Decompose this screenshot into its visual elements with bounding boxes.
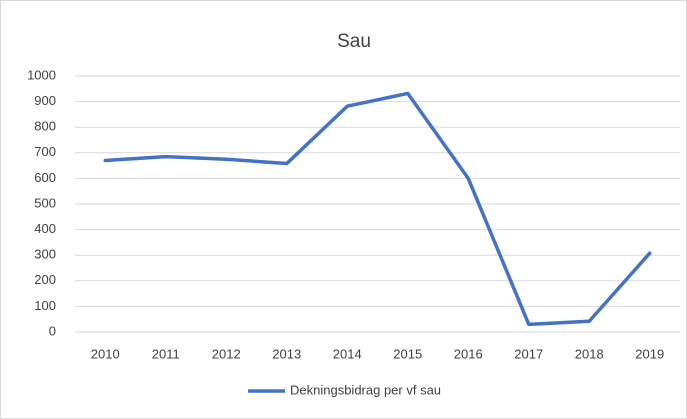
x-tick-label: 2013	[272, 346, 301, 361]
x-tick-label: 2015	[393, 346, 422, 361]
x-tick-label: 2011	[152, 346, 180, 361]
x-tick-label: 2018	[575, 346, 604, 361]
y-tick-label: 300	[34, 247, 56, 262]
x-tick-label: 2017	[514, 346, 543, 361]
y-tick-label: 100	[34, 298, 56, 313]
chart-title: Sau	[337, 31, 371, 52]
x-tick-label: 2010	[91, 346, 120, 361]
x-tick-label: 2019	[635, 346, 664, 361]
y-tick-label: 400	[34, 221, 56, 236]
legend-label: Dekningsbidrag per vf sau	[290, 382, 441, 397]
x-tick-label: 2016	[454, 346, 483, 361]
y-tick-label: 600	[34, 170, 56, 185]
y-tick-label: 700	[34, 144, 56, 159]
y-tick-label: 900	[34, 93, 56, 108]
y-tick-label: 0	[49, 323, 56, 338]
data-line	[103, 91, 652, 327]
y-tick-label: 200	[34, 272, 56, 287]
y-tick-label: 800	[34, 119, 56, 134]
x-tick-label: 2012	[212, 346, 241, 361]
x-tick-label: 2014	[333, 346, 362, 361]
y-tick-label: 500	[34, 195, 56, 210]
y-tick-label: 1000	[27, 67, 56, 82]
